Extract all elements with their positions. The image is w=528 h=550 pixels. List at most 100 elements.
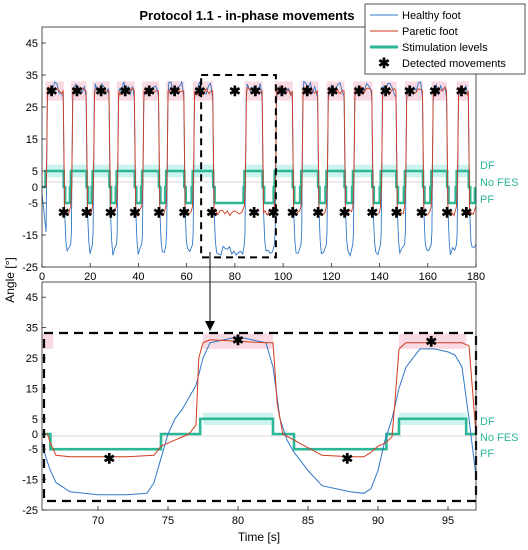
bottom-y-tick-label: 5 [32,414,38,426]
top-detected-marker-down: ✱ [81,205,93,221]
bottom-y-tick-label: -25 [22,505,38,517]
bottom-detected-marker: ✱ [232,332,244,348]
bottom-x-tick-label: 90 [372,515,384,527]
bottom-detected-marker: ✱ [103,450,115,466]
bottom-x-tick-label: 95 [442,515,454,527]
top-detected-marker-up: ✱ [169,83,181,99]
top-detected-marker-down: ✱ [105,205,117,221]
top-detected-marker-up: ✱ [327,83,339,99]
bottom-x-tick-label: 70 [92,515,104,527]
top-detected-marker-up: ✱ [46,83,58,99]
bottom-detected-markers: ✱ ✱ ✱ ✱ [103,332,437,467]
zoom-connector-arrowhead [205,321,215,331]
top-y-tick-label: -25 [22,262,38,274]
bottom-paretic-series [42,339,477,458]
top-x-tick-label: 20 [84,271,96,283]
stim-label-df: DF [480,160,495,172]
top-detected-marker-down: ✱ [460,205,472,221]
top-plot: ✱ ✱ ✱ ✱ ✱ ✱ ✱ ✱ ✱ ✱ ✱ ✱ ✱ ✱ ✱ ✱ ✱ ✱ ✱ ✱ ✱ ✱ ✱ ✱ ✱ ✱ ✱ ✱ ✱ ✱ ✱ ✱ ✱ ✱ 0 20 40… [22,26,519,283]
top-stim-labels: DF No FES PF [480,160,519,206]
bottom-x-tick-label: 75 [162,515,174,527]
top-axes-frame [41,26,477,268]
top-y-tick-label: 45 [26,38,38,50]
bottom-detected-marker: ✱ [341,450,353,466]
top-detected-marker-down: ✱ [312,205,324,221]
top-detected-marker-down: ✱ [366,205,378,221]
top-y-tick-label: 35 [26,70,38,82]
top-paretic-series [42,85,477,217]
legend-label-stim: Stimulation levels [402,42,488,54]
top-x-tick-label: 80 [229,271,241,283]
top-detected-marker-down: ✱ [178,205,190,221]
top-detected-marker-down: ✱ [287,205,299,221]
bottom-ticks: 70 75 80 85 90 95 -25 -15 -5 0 5 15 25 35 45 [22,292,454,527]
top-shade-pink [45,81,64,101]
legend-label-paretic: Paretic foot [402,26,458,38]
bottom-shades [42,333,467,425]
top-detected-marker-down: ✱ [416,205,428,221]
bottom-shade-pink [399,333,467,349]
top-y-tick-label: 5 [32,166,38,178]
bottom-y-tick-label: 35 [26,323,38,335]
stim-label-nofes: No FES [480,177,519,189]
top-y-tick-label: 0 [32,182,38,194]
top-detected-marker-down: ✱ [206,205,218,221]
bottom-stim-label-nofes: No FES [480,432,519,444]
top-y-tick-label: 25 [26,102,38,114]
top-healthy-series [41,80,477,257]
top-detected-marker-up: ✱ [71,83,83,99]
top-healthy-line [41,80,477,257]
bottom-stim-label-pf: PF [480,448,494,460]
top-y-tick-label: -5 [28,198,38,210]
top-detected-marker-down: ✱ [248,205,260,221]
top-detected-marker-up: ✱ [143,83,155,99]
bottom-x-tick-label: 80 [232,515,244,527]
bottom-x-tick-label: 85 [302,515,314,527]
top-detected-marker-up: ✱ [380,83,392,99]
top-detected-marker-down: ✱ [129,205,141,221]
top-detected-markers: ✱ ✱ ✱ ✱ ✱ ✱ ✱ ✱ ✱ ✱ ✱ ✱ ✱ ✱ ✱ ✱ ✱ ✱ ✱ ✱ ✱ ✱ ✱ ✱ ✱ ✱ ✱ ✱ ✱ ✱ ✱ ✱ ✱ ✱ [46,83,473,221]
top-x-tick-label: 120 [322,271,340,283]
top-x-tick-label: 40 [132,271,144,283]
top-paretic-line [42,85,477,217]
top-x-tick-label: 140 [370,271,388,283]
top-x-tick-label: 0 [39,271,45,283]
top-detected-marker-up: ✱ [301,83,313,99]
top-detected-marker-up: ✱ [194,83,206,99]
bottom-healthy-series [41,336,477,496]
top-detected-marker-up: ✱ [404,83,416,99]
bottom-healthy-line [41,336,477,496]
top-y-tick-label: 15 [26,134,38,146]
top-detected-marker-up: ✱ [119,83,131,99]
bottom-y-tick-label: 25 [26,353,38,365]
bottom-shade-pink [42,333,54,349]
top-detected-marker-up: ✱ [429,83,441,99]
top-stimulation-line [42,169,477,205]
top-detected-marker-up: ✱ [250,83,262,99]
top-detected-marker-up: ✱ [276,83,288,99]
stim-label-pf: PF [480,194,494,206]
chart-title: Protocol 1.1 - in-phase movements [139,8,354,23]
top-shade-pink [404,81,423,101]
legend-box [364,3,526,75]
top-detected-marker-down: ✱ [58,205,70,221]
top-shade-pink [301,81,319,101]
top-detected-marker-up: ✱ [456,83,468,99]
legend-label-detected: Detected movements [402,58,506,70]
bottom-axes-frame [41,281,477,511]
top-detected-marker-up: ✱ [95,83,107,99]
top-detected-marker-down: ✱ [441,205,453,221]
bottom-y-tick-label: 0 [32,429,38,441]
top-y-tick-label: -15 [22,230,38,242]
top-stimulation-series [42,169,477,205]
bottom-detected-marker: ✱ [425,333,437,349]
legend-label-healthy: Healthy foot [402,10,461,22]
legend: Healthy foot Paretic foot Stimulation le… [364,3,526,75]
bottom-y-tick-label: 15 [26,383,38,395]
bottom-y-tick-label: -15 [22,475,38,487]
top-detected-marker-up: ✱ [229,83,241,99]
top-x-tick-label: 180 [467,271,485,283]
bottom-y-tick-label: 45 [26,292,38,304]
bottom-stim-label-df: DF [480,416,495,428]
